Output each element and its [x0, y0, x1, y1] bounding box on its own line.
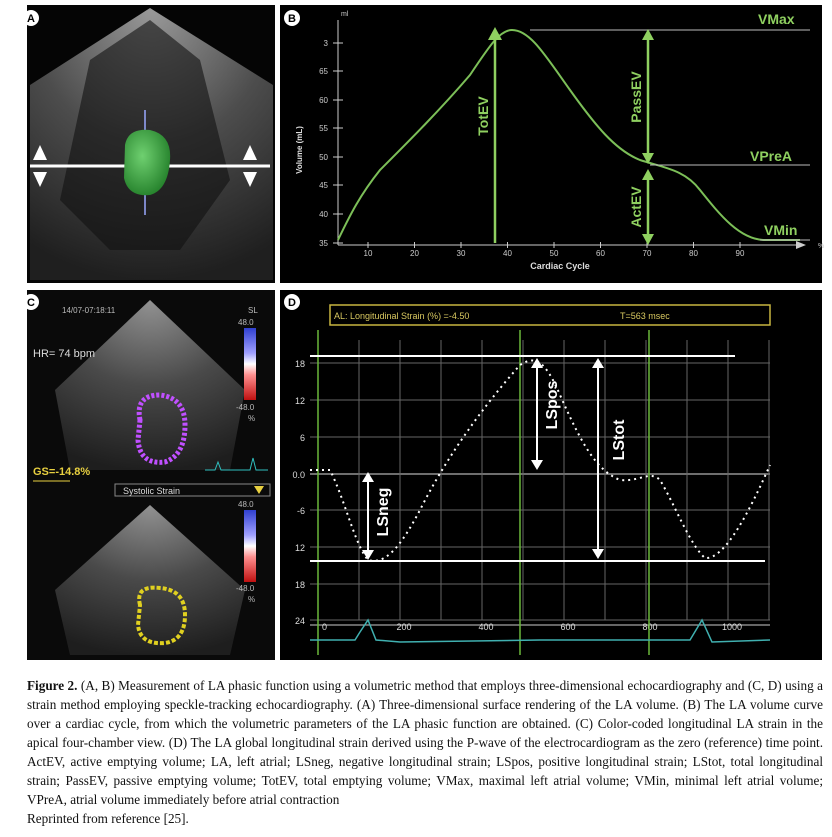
- y-tick-label: -6: [297, 506, 305, 516]
- y-tick-label: 45: [319, 181, 328, 190]
- y-tick-label: 18: [295, 359, 305, 369]
- panel-b-bg: [280, 5, 822, 283]
- caption-credit: Reprinted from reference [25].: [27, 811, 189, 826]
- y-tick-label: 65: [319, 67, 328, 76]
- y-axis-label: Volume (mL): [295, 126, 304, 174]
- color-bar: [244, 328, 256, 400]
- caption-label: Figure 2.: [27, 678, 78, 693]
- annotation: ActEV: [628, 186, 644, 228]
- y-unit: ml: [341, 11, 349, 18]
- la-surface: [124, 129, 171, 196]
- scale-top: 48.0: [238, 318, 254, 327]
- marker: [254, 486, 264, 494]
- scale-top: 48.0: [238, 500, 254, 509]
- header-box: [329, 304, 771, 326]
- x-axis-label: Cardiac Cycle: [530, 261, 590, 271]
- y-tick-label: 50: [319, 153, 328, 162]
- caption: Figure 2. (A, B) Measurement of LA phasi…: [27, 676, 823, 828]
- y-tick-label: 40: [319, 210, 328, 219]
- annotation: TotEV: [475, 96, 491, 136]
- x-tick-label: 40: [503, 249, 512, 258]
- x-tick-label: 400: [478, 622, 493, 632]
- panel-label-bg: [23, 10, 39, 26]
- y-tick-label: 12: [295, 543, 305, 553]
- annotation: LStot: [611, 419, 628, 461]
- scale-name: SL: [248, 306, 258, 315]
- strain-trace: [135, 585, 188, 646]
- annotation: VMin: [764, 222, 797, 238]
- y-tick-label: 0.0: [292, 470, 305, 480]
- scale-bottom: -48.0: [236, 584, 255, 593]
- x-tick-label: 10: [364, 249, 373, 258]
- figure: A B ml % Volume (mL) Cardiac Cycle 36560…: [23, 5, 825, 660]
- scale-unit: %: [248, 595, 255, 604]
- arrow-head: [362, 472, 374, 560]
- y-tick-label: 12: [295, 396, 305, 406]
- scale-unit: %: [248, 414, 255, 423]
- annotation: LSneg: [375, 488, 392, 537]
- strain-curve: [310, 359, 771, 562]
- y-tick-label: 24: [295, 616, 305, 626]
- panel-label: A: [27, 13, 35, 25]
- panel-label: C: [27, 297, 35, 309]
- scale-bottom: -48.0: [236, 403, 255, 412]
- echo-sector: [55, 300, 245, 470]
- caption-text: (A, B) Measurement of LA phasic function…: [27, 678, 823, 807]
- x-tick-label: 80: [689, 249, 698, 258]
- x-unit: %: [818, 243, 824, 250]
- x-tick-label: 1000: [722, 622, 742, 632]
- x-tick-label: 30: [457, 249, 466, 258]
- header-left: AL: Longitudinal Strain (%) =-4.50: [334, 311, 469, 321]
- shape: [362, 358, 604, 560]
- annotation: VMax: [758, 11, 795, 27]
- x-tick-label: 800: [642, 622, 657, 632]
- volume-curve: [337, 28, 800, 241]
- y-tick-label: 55: [319, 124, 328, 133]
- annotation: PassEV: [628, 71, 644, 123]
- shape: 14/07-07:18:11 SL 48.0 -48.0 % 48.0 -48.…: [62, 306, 258, 604]
- arrow-head: [488, 27, 502, 40]
- x-tick-label: 60: [596, 249, 605, 258]
- color-bar: [244, 510, 256, 582]
- axis-arrow: [796, 241, 806, 249]
- ecg: [310, 618, 771, 643]
- y-tick-label: 60: [319, 96, 328, 105]
- x-tick-label: 200: [396, 622, 411, 632]
- panel-label: B: [288, 13, 296, 25]
- panel-label-bg: [284, 294, 300, 310]
- x-tick-label: 70: [643, 249, 652, 258]
- heart-rate: HR= 74 bpm: [33, 348, 95, 360]
- global-strain: GS=-14.8%: [33, 466, 90, 478]
- mode-box: [114, 483, 271, 497]
- echo-sector: [55, 505, 245, 655]
- x-tick-label: 50: [550, 249, 559, 258]
- panel-label-bg: [23, 294, 39, 310]
- header-right: T=563 msec: [620, 311, 670, 321]
- panel-label-bg: [284, 10, 300, 26]
- shape: LSneg LSpos LStot: [375, 380, 628, 536]
- annotation: LSpos: [544, 380, 561, 429]
- shape: 3 65 60 55 50 45 40 35 10 20 30 40 50 60 70 80 90: [319, 39, 745, 258]
- y-tick-label: 3: [324, 39, 329, 48]
- x-tick-label: 600: [560, 622, 575, 632]
- x-tick-label: 0: [322, 622, 327, 632]
- shape: [488, 27, 810, 245]
- shape: [317, 330, 650, 655]
- panel-label: D: [288, 297, 296, 309]
- ecg: [205, 457, 268, 471]
- y-tick-label: 6: [300, 433, 305, 443]
- panel-d-bg: [280, 290, 822, 660]
- strain-trace: [135, 392, 188, 465]
- mode: Systolic Strain: [123, 486, 180, 496]
- y-tick-label: 18: [295, 580, 305, 590]
- annotation: VPreA: [750, 148, 792, 164]
- x-tick-label: 90: [736, 249, 745, 258]
- timestamp: 14/07-07:18:11: [62, 306, 116, 315]
- shape: 18 12 6 0.0 -6 12 18 24 0 200 400 600 800 1000: [292, 340, 770, 632]
- x-tick-label: 20: [410, 249, 419, 258]
- y-tick-label: 35: [319, 239, 328, 248]
- b-annotations: VMax PassEV VPreA TotEV ActEV VMin: [475, 11, 797, 238]
